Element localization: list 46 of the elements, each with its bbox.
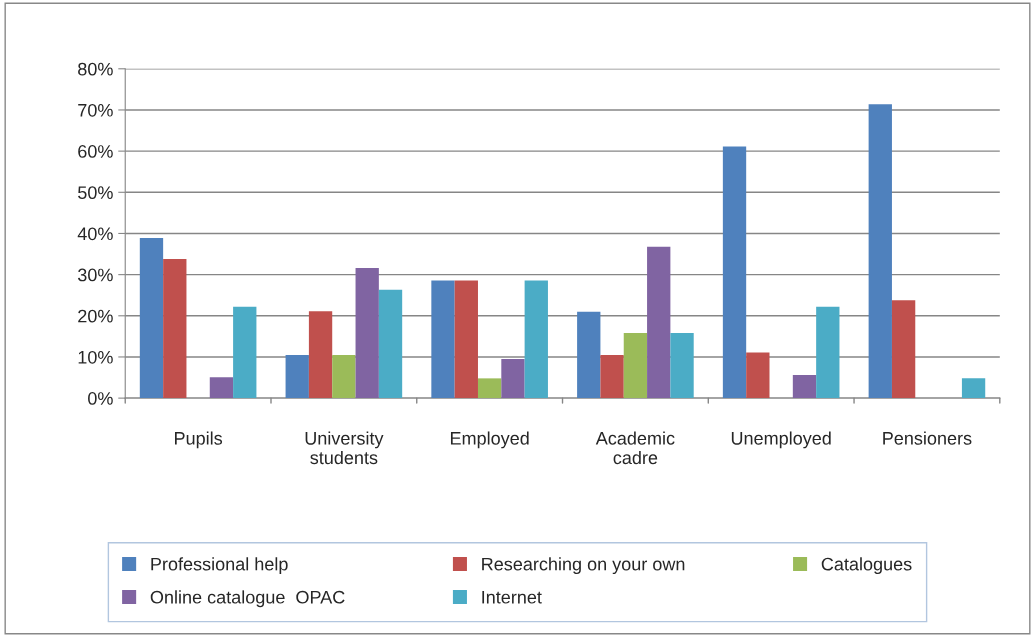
- y-tick-label: 40%: [77, 227, 113, 241]
- bar: [501, 359, 525, 399]
- bar: [623, 333, 648, 399]
- x-tick-label: Pensioners: [883, 431, 972, 445]
- bar: [355, 268, 379, 399]
- bar: [722, 146, 747, 399]
- bar: [285, 354, 309, 399]
- bar: [600, 354, 624, 399]
- legend-label: Online catalogue OPAC: [150, 590, 345, 608]
- bar: [477, 378, 502, 399]
- bar: [746, 352, 770, 399]
- bar: [378, 289, 403, 399]
- bar: [139, 237, 164, 399]
- bar: [670, 333, 694, 399]
- bar: [431, 280, 455, 399]
- y-tick-label: 20%: [78, 309, 113, 323]
- bar: [524, 280, 548, 399]
- legend-label: Professional help: [151, 557, 288, 575]
- x-tick-label: Unemployed: [731, 431, 831, 449]
- legend-label: Catalogues: [821, 557, 912, 575]
- y-tick-label: 30%: [77, 268, 113, 282]
- bar: [792, 375, 817, 399]
- bar: [332, 354, 356, 399]
- bar: [454, 280, 478, 399]
- x-tick-label: Academic cadre: [595, 431, 675, 465]
- y-tick-label: 50%: [78, 186, 113, 200]
- bar: [868, 104, 892, 399]
- bar: [577, 311, 601, 399]
- legend-label: Researching on your own: [482, 557, 685, 575]
- y-tick-label: 10%: [78, 350, 113, 364]
- bar: [961, 378, 986, 399]
- bar: [233, 306, 257, 399]
- y-tick-label: 0%: [88, 392, 113, 405]
- bar: [308, 311, 333, 399]
- bar: [816, 306, 840, 399]
- bar: [209, 377, 234, 399]
- bar: [163, 258, 187, 399]
- bar: [647, 246, 671, 399]
- y-tick-label: 60%: [78, 145, 113, 158]
- y-tick-label: 70%: [78, 103, 113, 117]
- x-tick-label: Employed: [450, 431, 529, 449]
- x-tick-label: University students: [305, 431, 384, 465]
- legend-label: Internet: [482, 590, 542, 604]
- bar: [891, 300, 916, 399]
- y-tick-label: 80%: [78, 62, 113, 76]
- x-tick-label: Pupils: [175, 431, 223, 449]
